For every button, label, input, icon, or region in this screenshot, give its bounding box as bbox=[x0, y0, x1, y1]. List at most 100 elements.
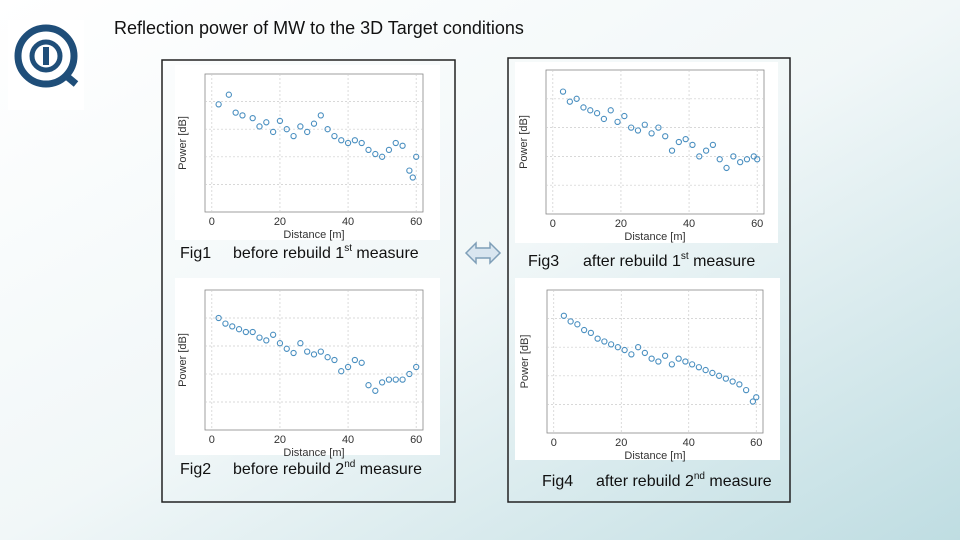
data-point bbox=[716, 156, 723, 163]
data-point bbox=[715, 372, 723, 379]
data-point bbox=[722, 375, 730, 382]
data-point bbox=[614, 118, 621, 125]
data-point bbox=[675, 355, 682, 362]
x-tick-label: 20 bbox=[615, 437, 627, 449]
x-tick-label: 20 bbox=[615, 218, 627, 230]
data-point bbox=[648, 130, 655, 137]
data-point bbox=[668, 147, 676, 154]
figure-label: Fig1 bbox=[180, 245, 211, 262]
data-point bbox=[709, 141, 717, 149]
data-point bbox=[263, 337, 270, 344]
figure-image bbox=[175, 65, 440, 240]
data-point bbox=[593, 110, 601, 117]
data-point bbox=[641, 349, 649, 357]
data-point bbox=[559, 88, 567, 95]
data-point bbox=[365, 146, 372, 154]
data-point bbox=[737, 159, 744, 166]
data-point bbox=[682, 358, 689, 365]
caption-sup: nd bbox=[344, 459, 355, 470]
data-point bbox=[399, 142, 406, 149]
data-point bbox=[580, 326, 588, 334]
data-point bbox=[297, 123, 304, 130]
data-point bbox=[668, 361, 676, 368]
data-point bbox=[378, 153, 386, 160]
x-tick-label: 60 bbox=[751, 218, 763, 230]
data-point bbox=[628, 124, 635, 131]
data-point bbox=[344, 363, 352, 371]
data-point bbox=[310, 351, 318, 358]
data-point bbox=[310, 120, 318, 127]
x-axis-label: Distance [m] bbox=[283, 229, 344, 241]
data-point bbox=[229, 323, 236, 330]
data-point bbox=[409, 174, 416, 181]
data-point bbox=[655, 358, 662, 365]
data-point bbox=[607, 107, 614, 114]
y-axis-label: Power [dB] bbox=[519, 335, 531, 389]
data-point bbox=[338, 368, 345, 375]
data-point bbox=[675, 138, 682, 146]
x-tick-label: 0 bbox=[209, 216, 215, 228]
slide-title: Reflection power of MW to the 3D Target … bbox=[114, 18, 524, 38]
data-point bbox=[235, 326, 243, 333]
data-point bbox=[567, 318, 574, 325]
data-point bbox=[600, 115, 608, 123]
double-arrow bbox=[464, 241, 502, 265]
data-point bbox=[222, 320, 229, 327]
data-point bbox=[661, 352, 669, 359]
plot-frame bbox=[545, 69, 765, 215]
data-point bbox=[566, 98, 573, 105]
caption-text: after rebuild 1 bbox=[583, 253, 681, 270]
data-point bbox=[215, 314, 222, 322]
data-point bbox=[290, 132, 297, 140]
data-point bbox=[560, 312, 568, 319]
x-tick-label: 0 bbox=[209, 434, 215, 446]
data-point bbox=[256, 334, 263, 341]
data-point bbox=[753, 394, 760, 401]
logo bbox=[8, 20, 84, 110]
data-point bbox=[574, 321, 581, 328]
data-point bbox=[655, 124, 662, 131]
data-point bbox=[641, 121, 648, 128]
data-point bbox=[385, 146, 393, 154]
data-point bbox=[736, 381, 743, 388]
caption-sup: st bbox=[681, 251, 689, 262]
plot-frame bbox=[546, 289, 764, 434]
data-point bbox=[406, 167, 413, 174]
data-point bbox=[729, 378, 736, 385]
data-point bbox=[249, 115, 256, 122]
data-point bbox=[239, 112, 246, 119]
data-point bbox=[263, 119, 270, 126]
x-tick-label: 40 bbox=[342, 434, 354, 446]
data-point bbox=[283, 126, 290, 133]
data-point bbox=[304, 348, 311, 355]
data-point bbox=[317, 112, 324, 119]
x-tick-label: 20 bbox=[274, 434, 286, 446]
data-point bbox=[743, 156, 751, 163]
data-point bbox=[730, 153, 737, 160]
data-point bbox=[358, 359, 365, 366]
data-point bbox=[297, 340, 304, 347]
data-point bbox=[351, 137, 359, 144]
plot-frame bbox=[204, 73, 424, 213]
caption-text: after rebuild 2 bbox=[596, 473, 694, 490]
data-point bbox=[256, 123, 263, 130]
data-point bbox=[358, 139, 365, 147]
data-point bbox=[573, 95, 580, 102]
data-point bbox=[689, 141, 696, 149]
panel-right bbox=[507, 57, 791, 503]
data-point bbox=[283, 345, 290, 352]
data-point bbox=[290, 349, 297, 357]
data-point bbox=[331, 356, 338, 364]
data-point bbox=[695, 364, 703, 371]
data-point bbox=[276, 117, 284, 125]
x-tick-label: 40 bbox=[342, 216, 354, 228]
data-point bbox=[378, 379, 386, 386]
x-tick-label: 60 bbox=[410, 216, 422, 228]
x-axis-label: Distance [m] bbox=[283, 447, 344, 459]
data-point bbox=[392, 376, 399, 383]
figure-image bbox=[175, 278, 440, 455]
data-point bbox=[372, 150, 379, 158]
data-point bbox=[688, 361, 696, 368]
figure-image bbox=[515, 278, 780, 460]
